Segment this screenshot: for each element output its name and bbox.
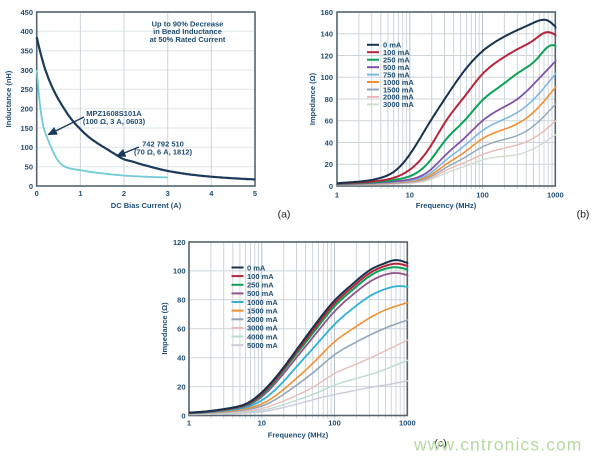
svg-text:100: 100	[320, 73, 333, 82]
svg-text:350: 350	[20, 47, 33, 56]
svg-text:400: 400	[20, 27, 33, 36]
svg-text:100 mA: 100 mA	[383, 48, 410, 57]
svg-text:100: 100	[476, 191, 489, 200]
svg-text:20: 20	[177, 382, 185, 391]
svg-text:40: 40	[325, 138, 333, 147]
svg-text:DC Bias Current (A): DC Bias Current (A)	[111, 201, 182, 210]
svg-text:200: 200	[20, 105, 33, 114]
svg-text:60: 60	[177, 325, 185, 334]
svg-text:160: 160	[320, 8, 333, 17]
svg-text:MPZ1608S101A: MPZ1608S101A	[86, 109, 142, 118]
svg-text:1: 1	[335, 191, 339, 200]
svg-text:www.cntronics.com: www.cntronics.com	[413, 435, 582, 455]
svg-text:300: 300	[20, 66, 33, 75]
svg-text:(100 Ω, 3 A, 0603): (100 Ω, 3 A, 0603)	[83, 117, 146, 126]
svg-text:0: 0	[329, 182, 333, 191]
svg-text:250: 250	[20, 85, 33, 94]
svg-text:250 mA: 250 mA	[383, 56, 410, 65]
svg-text:4: 4	[209, 189, 214, 198]
svg-text:742 792 510: 742 792 510	[142, 140, 184, 149]
svg-text:0: 0	[181, 411, 185, 420]
svg-text:1500 mA: 1500 mA	[247, 306, 278, 315]
svg-text:Up to 90% Decrease: Up to 90% Decrease	[152, 20, 224, 29]
svg-text:1000 mA: 1000 mA	[247, 298, 278, 307]
svg-text:120: 120	[320, 51, 333, 60]
svg-text:150: 150	[20, 124, 33, 133]
svg-text:140: 140	[320, 30, 333, 39]
svg-text:60: 60	[325, 117, 333, 126]
svg-text:20: 20	[325, 160, 333, 169]
svg-text:500 mA: 500 mA	[247, 289, 274, 298]
svg-text:10: 10	[258, 419, 266, 428]
svg-text:500 mA: 500 mA	[383, 63, 410, 72]
svg-text:50: 50	[25, 163, 33, 172]
svg-text:5: 5	[253, 189, 257, 198]
svg-text:3000 mA: 3000 mA	[383, 100, 414, 109]
svg-text:0 mA: 0 mA	[247, 263, 266, 272]
svg-text:4000 mA: 4000 mA	[247, 332, 278, 341]
svg-text:80: 80	[177, 296, 185, 305]
svg-text:0: 0	[35, 189, 39, 198]
svg-text:0: 0	[29, 182, 33, 191]
svg-text:(b): (b)	[577, 209, 590, 221]
svg-text:(a): (a)	[278, 209, 291, 221]
svg-text:1500 mA: 1500 mA	[383, 85, 414, 94]
svg-text:(70 Ω, 6 A, 1812): (70 Ω, 6 A, 1812)	[134, 148, 193, 157]
svg-text:80: 80	[325, 95, 333, 104]
svg-text:Frequency (MHz): Frequency (MHz)	[268, 431, 329, 440]
svg-text:at 50% Rated Current: at 50% Rated Current	[150, 35, 226, 44]
svg-text:1000: 1000	[399, 419, 416, 428]
svg-text:1000 mA: 1000 mA	[383, 78, 414, 87]
svg-text:0 mA: 0 mA	[383, 41, 402, 50]
svg-text:3: 3	[166, 189, 170, 198]
svg-text:Inductance (nH): Inductance (nH)	[4, 70, 13, 127]
svg-text:2000 mA: 2000 mA	[383, 93, 414, 102]
svg-text:100: 100	[20, 143, 33, 152]
svg-text:100: 100	[328, 419, 341, 428]
svg-text:250 mA: 250 mA	[247, 281, 274, 290]
svg-text:40: 40	[177, 354, 185, 363]
svg-text:in Bead Inductance: in Bead Inductance	[153, 27, 222, 36]
svg-text:1: 1	[187, 419, 191, 428]
svg-text:Frequency (MHz): Frequency (MHz)	[416, 201, 477, 210]
svg-text:Impedance (Ω): Impedance (Ω)	[308, 72, 317, 125]
svg-text:(c): (c)	[434, 438, 446, 450]
svg-text:3000 mA: 3000 mA	[247, 324, 278, 333]
svg-text:100 mA: 100 mA	[247, 272, 274, 281]
svg-text:1000: 1000	[547, 191, 564, 200]
svg-text:2000 mA: 2000 mA	[247, 315, 278, 324]
svg-text:120: 120	[173, 238, 186, 247]
svg-text:1: 1	[78, 189, 82, 198]
svg-text:750 mA: 750 mA	[383, 70, 410, 79]
svg-text:Impedance (Ω): Impedance (Ω)	[160, 302, 169, 355]
svg-text:2: 2	[122, 189, 126, 198]
svg-text:10: 10	[406, 191, 414, 200]
svg-text:100: 100	[173, 267, 186, 276]
svg-text:450: 450	[20, 8, 33, 17]
svg-text:5000 mA: 5000 mA	[247, 341, 278, 350]
